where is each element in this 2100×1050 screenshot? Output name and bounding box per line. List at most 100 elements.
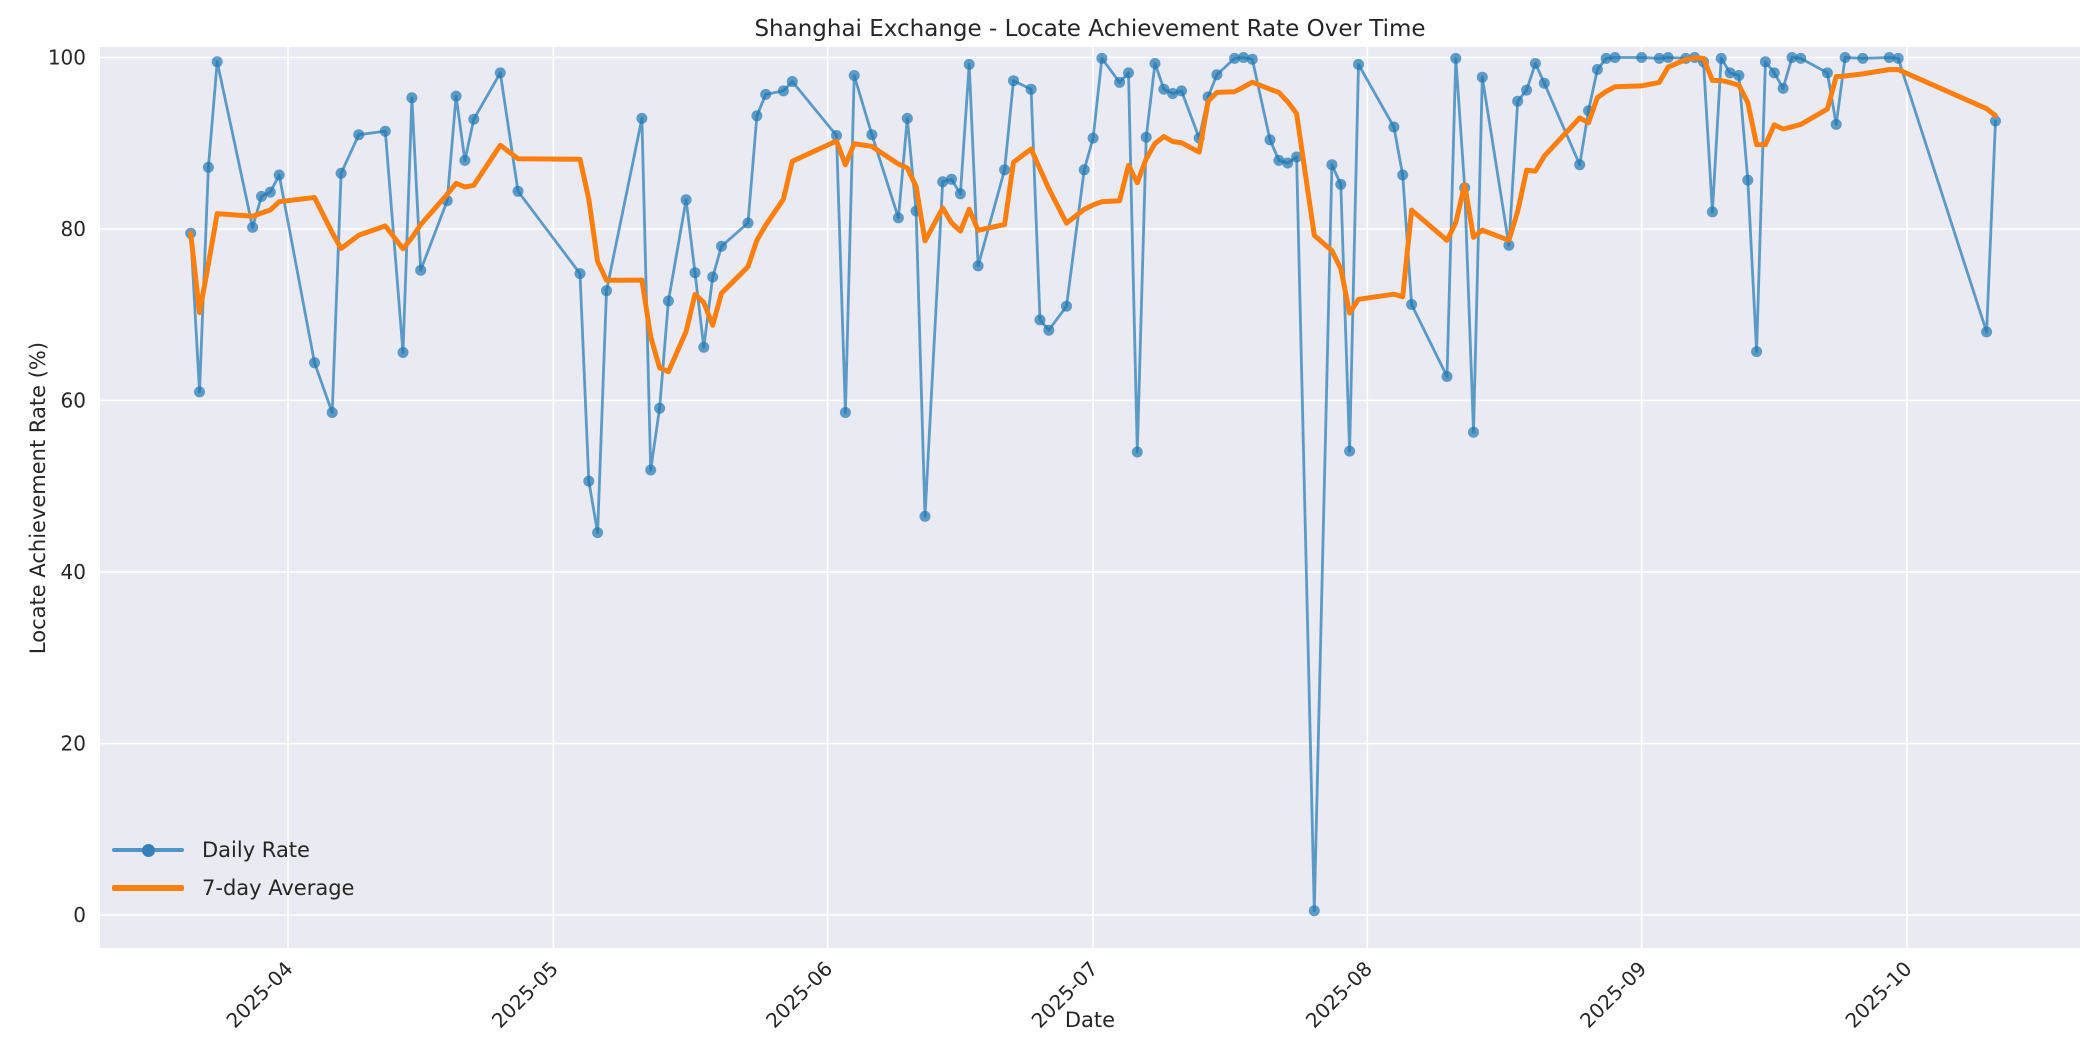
daily-rate-marker bbox=[1388, 121, 1400, 133]
daily-rate-marker bbox=[397, 347, 409, 358]
daily-rate-marker bbox=[1759, 56, 1771, 68]
y-tick-label: 0 bbox=[73, 903, 86, 927]
average-line-swatch-icon bbox=[112, 874, 184, 902]
daily-rate-marker bbox=[1751, 346, 1763, 358]
daily-rate-marker bbox=[574, 268, 586, 280]
daily-rate-marker bbox=[1892, 52, 1904, 64]
legend-item-7day-average: 7-day Average bbox=[112, 874, 354, 902]
daily-rate-marker bbox=[1662, 52, 1674, 63]
daily-rate-marker bbox=[335, 167, 347, 179]
daily-rate-marker bbox=[786, 76, 798, 87]
y-tick-label: 100 bbox=[48, 46, 86, 70]
daily-rate-marker bbox=[1344, 445, 1356, 457]
daily-rate-marker bbox=[1529, 58, 1541, 69]
daily-rate-marker bbox=[601, 285, 612, 297]
y-tick-label: 80 bbox=[61, 217, 86, 241]
daily-rate-marker bbox=[1131, 446, 1143, 458]
daily-rate-marker bbox=[1246, 53, 1258, 65]
daily-rate-marker bbox=[1025, 83, 1037, 95]
daily-rate-marker bbox=[1406, 299, 1418, 310]
x-axis-label: Date bbox=[1064, 1008, 1116, 1032]
daily-rate-marker bbox=[1282, 157, 1294, 169]
daily-rate-marker bbox=[707, 271, 719, 283]
daily-rate-marker bbox=[1468, 426, 1479, 438]
daily-rate-marker bbox=[1291, 151, 1303, 163]
daily-rate-marker bbox=[379, 125, 391, 137]
daily-rate-marker bbox=[273, 169, 285, 181]
daily-rate-marker bbox=[309, 357, 320, 369]
daily-rate-marker bbox=[919, 510, 931, 522]
daily-rate-marker bbox=[999, 164, 1011, 176]
daily-rate-marker bbox=[583, 475, 595, 487]
daily-rate-marker bbox=[1353, 58, 1364, 70]
daily-rate-marker bbox=[1574, 159, 1586, 171]
daily-rate-marker bbox=[194, 386, 205, 398]
daily-rate-marker bbox=[1733, 70, 1745, 81]
daily-rate-marker bbox=[1521, 84, 1533, 96]
daily-rate-marker bbox=[1512, 95, 1524, 107]
daily-rate-marker bbox=[662, 295, 674, 307]
daily-rate-marker bbox=[1211, 69, 1223, 81]
daily-rate-marker bbox=[1096, 52, 1108, 64]
y-axis-label: Locate Achievement Rate (%) bbox=[26, 341, 50, 655]
daily-rate-marker bbox=[1777, 82, 1789, 94]
daily-rate-marker bbox=[866, 129, 878, 141]
daily-rate-marker bbox=[1061, 300, 1072, 312]
y-tick-label: 20 bbox=[61, 732, 86, 756]
daily-rate-marker bbox=[1441, 371, 1453, 382]
daily-rate-marker bbox=[1326, 159, 1338, 171]
daily-rate-marker bbox=[1981, 326, 1993, 338]
daily-rate-marker bbox=[839, 407, 851, 418]
daily-rate-marker bbox=[247, 221, 259, 233]
daily-rate-marker bbox=[636, 112, 648, 124]
daily-rate-marker bbox=[937, 176, 949, 188]
daily-rate-marker bbox=[1397, 169, 1409, 181]
daily-rate-marker bbox=[468, 113, 480, 125]
daily-rate-marker bbox=[645, 464, 657, 476]
daily-rate-marker bbox=[1724, 67, 1736, 79]
daily-rate-marker bbox=[848, 70, 860, 81]
legend: Daily Rate 7-day Average bbox=[112, 836, 354, 902]
daily-rate-marker bbox=[256, 190, 267, 202]
daily-rate-marker bbox=[1149, 58, 1161, 69]
daily-rate-marker bbox=[326, 407, 338, 418]
daily-rate-marker bbox=[406, 92, 418, 104]
daily-rate-marker bbox=[1830, 118, 1842, 130]
daily-rate-marker bbox=[592, 527, 604, 539]
daily-rate-marker bbox=[202, 161, 214, 173]
daily-rate-marker bbox=[494, 67, 506, 79]
legend-label-7day-average: 7-day Average bbox=[202, 876, 355, 900]
daily-rate-marker bbox=[1123, 67, 1134, 79]
daily-rate-marker bbox=[901, 112, 913, 124]
daily-rate-marker bbox=[954, 188, 966, 200]
daily-rate-marker bbox=[972, 260, 984, 272]
daily-rate-marker bbox=[1990, 115, 2001, 127]
y-tick-label: 60 bbox=[61, 389, 86, 413]
daily-rate-marker bbox=[1158, 83, 1170, 95]
daily-rate-marker bbox=[1795, 52, 1807, 64]
daily-rate-marker bbox=[654, 402, 666, 414]
daily-rate-marker bbox=[1043, 324, 1055, 336]
daily-rate-marker bbox=[415, 264, 427, 276]
daily-rate-marker bbox=[1140, 131, 1152, 143]
chart-title: Shanghai Exchange - Locate Achievement R… bbox=[754, 16, 1426, 42]
daily-rate-marker bbox=[1229, 52, 1241, 64]
seven-day-average-line bbox=[188, 55, 1998, 375]
daily-rate-marker bbox=[751, 110, 763, 122]
daily-rate-marker bbox=[777, 85, 789, 97]
daily-rate-marker bbox=[1821, 67, 1833, 79]
daily-rate-marker bbox=[1176, 85, 1187, 97]
daily-rate-marker bbox=[1167, 88, 1179, 99]
daily-rate-marker bbox=[680, 194, 692, 206]
daily-rate-marker bbox=[1600, 52, 1612, 64]
daily-rate-marker bbox=[1706, 206, 1718, 218]
daily-rate-marker bbox=[1503, 239, 1515, 251]
legend-label-daily-rate: Daily Rate bbox=[202, 838, 310, 862]
daily-rate-marker bbox=[946, 173, 957, 185]
daily-rate-marker bbox=[1591, 64, 1603, 75]
daily-rate-marker bbox=[1538, 77, 1550, 89]
daily-rate-marker bbox=[963, 58, 975, 70]
daily-rate-marker bbox=[1238, 52, 1249, 63]
